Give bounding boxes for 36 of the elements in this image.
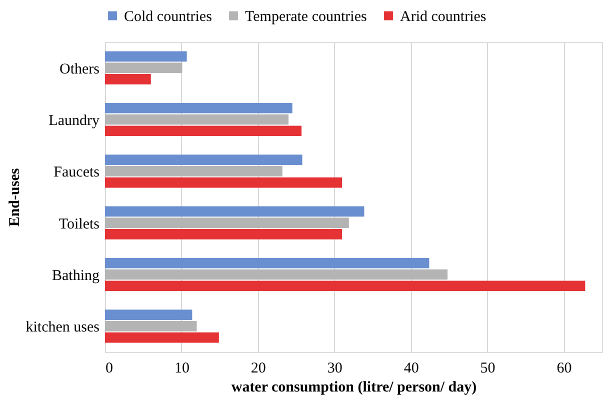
y-axis-title: End-uses [6,168,23,227]
legend-label: Temperate countries [245,8,367,25]
bar [105,218,349,228]
bar [105,114,289,125]
bar [105,166,282,176]
bar [105,258,430,268]
bar [105,206,364,217]
bar [105,102,292,114]
legend-label: Cold countries [124,8,212,25]
y-tick-label: Toilets [58,216,100,232]
bar [105,154,302,165]
x-tick-label: 0 [106,360,113,376]
bar [105,62,182,73]
x-tick-label: 10 [174,360,190,376]
x-tick-label: 40 [404,360,419,376]
bar [105,310,192,320]
y-tick-label: Bathing [52,268,100,284]
bar [105,321,197,332]
x-axis-title: water consumption (litre/ person/ day) [231,380,477,396]
legend-label: Arid countries [400,8,486,25]
x-tick-label: 50 [480,360,496,376]
bar [105,126,302,136]
x-tick-label: 20 [250,360,266,376]
y-tick-label: Laundry [48,113,100,129]
bar [105,280,586,292]
x-tick-label: 30 [327,360,342,376]
bar [105,177,342,188]
y-tick-label: Others [60,61,100,78]
bar [105,332,219,343]
bar [105,74,151,84]
bar [105,51,187,62]
x-tick-label: 60 [556,360,572,376]
bar [105,229,342,240]
y-tick-label: Faucets [54,164,100,181]
bar [105,269,448,280]
y-tick-label: kitchen uses [26,320,100,336]
